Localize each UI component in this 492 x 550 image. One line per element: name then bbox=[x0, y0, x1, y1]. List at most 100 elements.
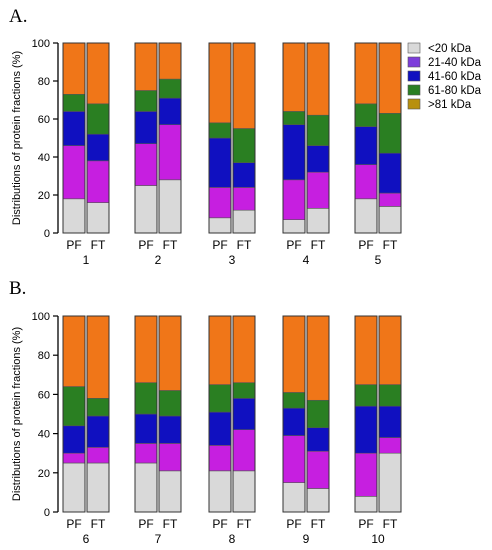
chart-panel-b: B. 0 20 40 60 80 100 Distributions of protein f… bbox=[9, 278, 402, 546]
bar-segment bbox=[378, 206, 402, 234]
bar-segment bbox=[282, 315, 306, 393]
bar-segment bbox=[158, 78, 182, 99]
y-tick-label: 0 bbox=[44, 507, 50, 519]
bar-segment bbox=[208, 137, 232, 188]
bar-segment bbox=[232, 315, 256, 383]
legend-swatch bbox=[407, 70, 421, 82]
bar-segment bbox=[208, 315, 232, 385]
legend-swatch bbox=[407, 98, 421, 110]
bar-segment bbox=[86, 133, 110, 162]
x-category-label: FT bbox=[91, 517, 106, 531]
x-category-label: PF bbox=[138, 238, 153, 252]
bar-segment bbox=[86, 42, 110, 105]
bar-outline bbox=[354, 315, 378, 513]
bar-segment bbox=[134, 90, 158, 112]
bar-segment bbox=[306, 208, 330, 234]
x-group-label: 2 bbox=[155, 253, 162, 267]
bar-segment bbox=[134, 111, 158, 145]
x-category-label: FT bbox=[91, 238, 106, 252]
legend-swatch bbox=[407, 56, 421, 68]
y-axis-title: Distributions of protein fractions (%) bbox=[11, 327, 23, 501]
bar-segment bbox=[232, 128, 256, 164]
bar-segment bbox=[282, 124, 306, 181]
bar-outline bbox=[282, 315, 306, 513]
y-tick-label: 0 bbox=[44, 228, 50, 240]
bar-outline bbox=[134, 42, 158, 234]
x-category-label: PF bbox=[358, 517, 373, 531]
bar-segment bbox=[62, 145, 86, 200]
bar-segment bbox=[62, 315, 86, 387]
bar-segment bbox=[282, 219, 306, 234]
x-category-label: FT bbox=[311, 238, 326, 252]
bar-segment bbox=[134, 413, 158, 444]
bar-segment bbox=[62, 452, 86, 464]
bar-segment bbox=[378, 384, 402, 407]
bar-segment bbox=[232, 42, 256, 129]
bar-segment bbox=[158, 97, 182, 125]
bar-segment bbox=[378, 452, 402, 513]
x-group-label: 1 bbox=[83, 253, 90, 267]
bar-segment bbox=[208, 445, 232, 472]
bar-segment bbox=[208, 122, 232, 139]
bar-outline bbox=[86, 42, 110, 234]
x-category-label: FT bbox=[383, 517, 398, 531]
bar-segment bbox=[208, 42, 232, 124]
x-category-label: FT bbox=[311, 517, 326, 531]
bar-segment bbox=[354, 103, 378, 127]
x-group-label: 8 bbox=[229, 532, 236, 546]
x-group-label: 9 bbox=[303, 532, 310, 546]
bar-segment bbox=[208, 411, 232, 446]
x-group-label: 4 bbox=[303, 253, 310, 267]
legend-label: >81 kDa bbox=[428, 99, 472, 111]
bar-outline bbox=[354, 42, 378, 234]
y-tick-label: 40 bbox=[38, 152, 50, 164]
x-category-label: PF bbox=[286, 517, 301, 531]
bar-segment bbox=[86, 415, 110, 448]
bar-outline bbox=[62, 315, 86, 513]
bar-segment bbox=[378, 405, 402, 438]
bar-segment bbox=[62, 42, 86, 95]
chart-panel-a: A. 0 20 40 60 80 100 Distributions of protein f… bbox=[9, 6, 402, 267]
bar-outline bbox=[378, 42, 402, 234]
bar-segment bbox=[134, 462, 158, 513]
bar-segment bbox=[134, 143, 158, 186]
bar-outline bbox=[232, 42, 256, 234]
bar-segment bbox=[134, 42, 158, 91]
bar-outline bbox=[158, 42, 182, 234]
bar-segment bbox=[86, 398, 110, 417]
bar-segment bbox=[306, 114, 330, 146]
x-category-label: PF bbox=[358, 238, 373, 252]
bar-outline bbox=[232, 315, 256, 513]
bar-segment bbox=[306, 427, 330, 452]
bar-segment bbox=[86, 202, 110, 234]
bar-segment bbox=[354, 164, 378, 200]
bar-segment bbox=[354, 198, 378, 234]
bar-segment bbox=[86, 103, 110, 135]
x-group-label: 5 bbox=[375, 253, 382, 267]
x-category-label: PF bbox=[138, 517, 153, 531]
x-group-label: 10 bbox=[371, 532, 385, 546]
legend: <20 kDa 21-40 kDa 41-60 kDa 61-80 kDa >81 kD… bbox=[407, 42, 482, 111]
bar-segment bbox=[232, 162, 256, 188]
bar-segment bbox=[306, 171, 330, 209]
bar-segment bbox=[306, 145, 330, 173]
panel-label: B. bbox=[9, 278, 26, 299]
bar-segment bbox=[306, 488, 330, 513]
bar-segment bbox=[306, 315, 330, 401]
panel-label: A. bbox=[9, 6, 27, 27]
bar-segment bbox=[134, 443, 158, 464]
bar-segment bbox=[378, 42, 402, 114]
y-tick-label: 80 bbox=[38, 76, 50, 88]
x-group-label: 7 bbox=[155, 532, 162, 546]
y-tick-label: 100 bbox=[32, 38, 50, 50]
bar-outline bbox=[306, 42, 330, 234]
bar-segment bbox=[282, 482, 306, 513]
bar-segment bbox=[62, 94, 86, 112]
bar-segment bbox=[232, 187, 256, 211]
bar-segment bbox=[134, 315, 158, 383]
bar-segment bbox=[354, 496, 378, 513]
x-category-label: FT bbox=[237, 238, 252, 252]
x-category-label: PF bbox=[212, 517, 227, 531]
bar-segment bbox=[232, 209, 256, 234]
